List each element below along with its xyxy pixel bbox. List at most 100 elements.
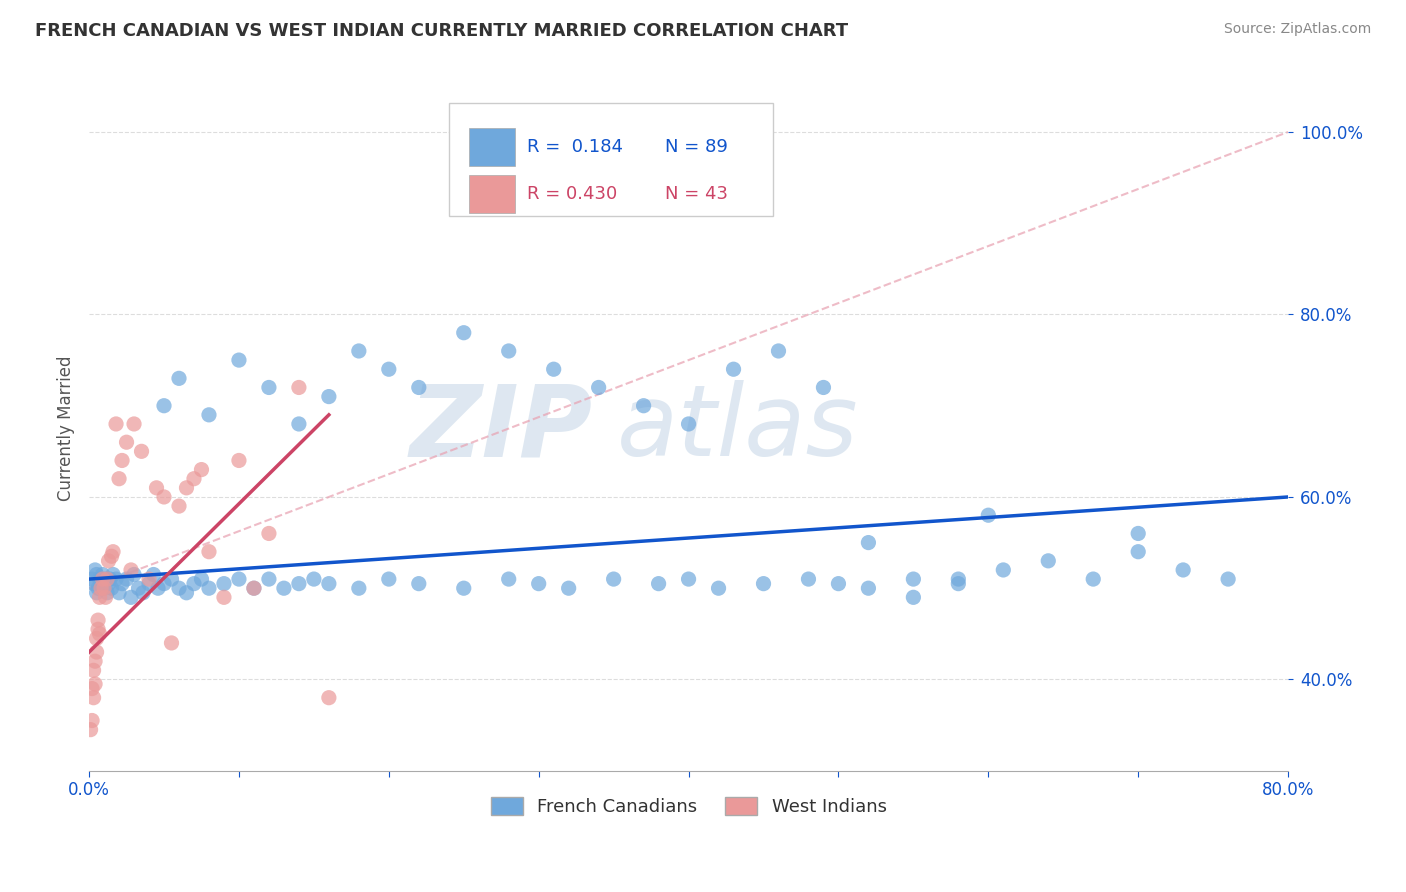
Point [101, 567, 124, 582]
Point [1173, 563, 1195, 577]
Point [993, 563, 1015, 577]
FancyBboxPatch shape [470, 128, 515, 166]
Point [198, 545, 221, 559]
FancyBboxPatch shape [470, 175, 515, 212]
Point [858, 581, 880, 595]
Point [83, 663, 105, 677]
Point [91, 572, 114, 586]
Point [84, 563, 107, 577]
Point [647, 576, 669, 591]
Point [111, 453, 134, 467]
Point [79, 723, 101, 737]
Point [498, 343, 520, 358]
Point [633, 399, 655, 413]
Point [94, 591, 117, 605]
Point [318, 390, 340, 404]
Point [86, 645, 108, 659]
Point [153, 576, 176, 591]
Point [96, 572, 118, 586]
Point [408, 380, 430, 394]
Point [138, 576, 160, 591]
Point [80, 572, 103, 586]
Point [228, 453, 250, 467]
Point [167, 371, 190, 385]
Point [347, 343, 370, 358]
Point [288, 576, 311, 591]
Point [105, 417, 128, 431]
Point [87, 613, 110, 627]
Point [146, 581, 169, 595]
Point [160, 636, 183, 650]
Point [198, 408, 221, 422]
Point [101, 545, 124, 559]
Point [80, 714, 103, 728]
Point [903, 591, 925, 605]
Point [1128, 526, 1150, 541]
Point [678, 572, 700, 586]
Point [89, 572, 111, 586]
Point [498, 572, 520, 586]
Point [302, 572, 325, 586]
Point [167, 499, 190, 513]
Point [768, 343, 790, 358]
Point [128, 581, 150, 595]
Point [453, 326, 475, 340]
Text: R =  0.184: R = 0.184 [527, 138, 623, 156]
Point [108, 586, 131, 600]
Point [378, 362, 401, 376]
Point [378, 572, 401, 586]
Point [89, 627, 111, 641]
Point [84, 677, 107, 691]
Point [108, 472, 131, 486]
Point [176, 586, 198, 600]
Point [813, 380, 835, 394]
Point [977, 508, 1000, 523]
Point [98, 572, 121, 586]
Point [288, 380, 311, 394]
Point [94, 572, 117, 586]
Point [80, 681, 103, 696]
Point [90, 576, 112, 591]
Point [243, 581, 266, 595]
Point [122, 417, 145, 431]
Point [602, 572, 624, 586]
Point [453, 581, 475, 595]
Point [273, 581, 295, 595]
Point [83, 690, 105, 705]
Point [212, 576, 235, 591]
Point [120, 591, 142, 605]
Point [153, 399, 176, 413]
Point [797, 572, 820, 586]
Point [86, 632, 108, 646]
Text: N = 43: N = 43 [665, 185, 727, 202]
Point [84, 654, 107, 668]
Point [1083, 572, 1105, 586]
Text: ZIP: ZIP [409, 380, 593, 477]
Point [827, 576, 849, 591]
Text: R = 0.430: R = 0.430 [527, 185, 617, 202]
Point [89, 591, 111, 605]
Point [752, 576, 775, 591]
Point [115, 435, 138, 450]
Point [318, 576, 340, 591]
Point [115, 572, 138, 586]
Point [83, 576, 105, 591]
Text: N = 89: N = 89 [665, 138, 727, 156]
Point [1128, 545, 1150, 559]
Point [138, 572, 160, 586]
Point [228, 353, 250, 368]
Point [86, 567, 108, 582]
Point [858, 535, 880, 549]
Point [132, 586, 155, 600]
Point [257, 572, 280, 586]
Point [318, 690, 340, 705]
Point [153, 490, 176, 504]
Point [257, 380, 280, 394]
Point [86, 586, 108, 600]
Point [948, 572, 970, 586]
Point [198, 581, 221, 595]
Point [257, 526, 280, 541]
Point [903, 572, 925, 586]
Point [131, 444, 153, 458]
Text: Source: ZipAtlas.com: Source: ZipAtlas.com [1223, 22, 1371, 37]
